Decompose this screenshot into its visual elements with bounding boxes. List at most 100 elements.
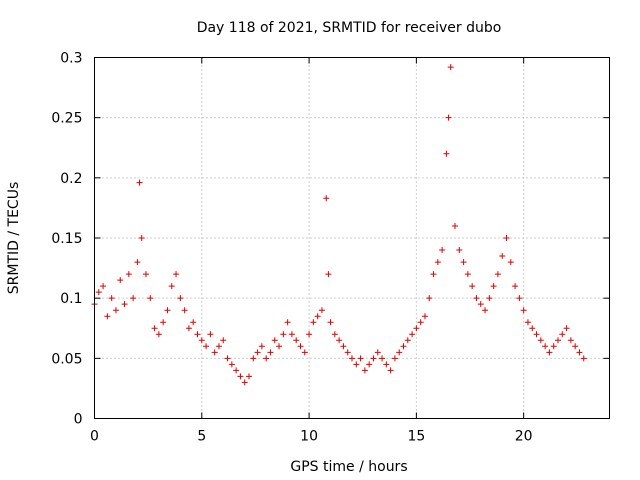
plot-frame [94,57,610,419]
data-point [233,367,240,374]
data-point [130,295,137,302]
data-point [357,355,364,362]
data-point [443,150,450,157]
data-point [198,337,205,344]
data-point [576,349,583,356]
data-point [413,325,420,332]
data-point [318,307,325,314]
data-point [323,195,330,202]
data-point [327,319,334,326]
data-point [100,283,107,290]
data-point [185,325,192,332]
y-tick-label: 0.15 [51,231,82,247]
data-point [353,361,360,368]
data-point [366,361,373,368]
data-point [503,235,510,241]
data-point [537,337,544,344]
x-tick-label: 10 [300,429,318,445]
data-point [473,295,480,302]
data-point [160,319,167,326]
data-point [361,367,368,374]
data-point [512,283,519,290]
data-point [331,331,338,338]
data-point [301,349,308,356]
data-point [486,295,493,302]
data-point [164,307,171,314]
data-point [284,319,291,326]
data-point [426,295,433,302]
data-point [310,319,317,326]
data-point [288,331,295,338]
data-point [520,307,527,314]
data-point [452,222,458,229]
data-point [400,343,407,350]
data-point [293,337,300,344]
data-point [190,319,197,326]
data-point [456,247,463,254]
data-point [134,259,141,266]
data-point [220,337,227,344]
data-point [404,337,411,344]
data-point [276,343,283,350]
data-point [550,343,557,350]
data-point [563,325,570,332]
data-point [147,295,154,302]
data-point [254,349,261,356]
x-axis-label: GPS time / hours [290,459,407,475]
data-point [516,295,523,302]
data-point [383,361,390,368]
y-axis-label: SRMTID / TECUs [6,182,22,295]
data-point [469,283,476,290]
data-point [447,64,454,71]
data-point [151,325,158,332]
chart-title: Day 118 of 2021, SRMTID for receiver dub… [197,20,502,36]
data-point [297,343,304,350]
data-point [237,373,244,380]
data-point [417,319,424,326]
data-point [434,259,441,266]
y-tick-label: 0.25 [51,111,82,127]
data-point [490,283,497,290]
data-point [340,343,347,350]
x-tick-label: 5 [197,429,206,445]
data-point [421,313,428,320]
data-point [224,355,231,362]
x-tick-label: 15 [407,429,425,445]
data-point [280,331,287,338]
x-tick-label: 20 [515,429,533,445]
data-point [246,373,252,380]
data-point [499,253,506,260]
data-point [138,235,145,241]
data-point [136,179,143,186]
data-point [494,271,501,278]
data-point [228,361,235,368]
x-tick-label: 0 [90,429,99,445]
data-point [271,337,278,344]
data-point [325,271,332,278]
data-point [396,349,403,356]
data-point [572,343,579,350]
data-point [95,289,102,296]
data-point [336,337,343,344]
data-point [460,259,467,266]
data-point [267,349,274,356]
data-point [143,271,149,278]
data-point [524,319,531,326]
data-point [207,331,214,338]
y-tick-label: 0.1 [60,291,82,307]
data-point [155,331,162,338]
data-point [477,301,484,308]
data-point [391,355,398,362]
data-point [533,331,540,338]
data-point [555,337,561,344]
data-point [117,277,124,284]
data-point [387,367,394,374]
data-point [430,271,437,278]
data-points [91,64,587,386]
data-point [349,355,355,362]
data-point [314,313,321,320]
data-point [241,379,248,386]
data-point [445,114,452,121]
data-point [542,343,549,350]
